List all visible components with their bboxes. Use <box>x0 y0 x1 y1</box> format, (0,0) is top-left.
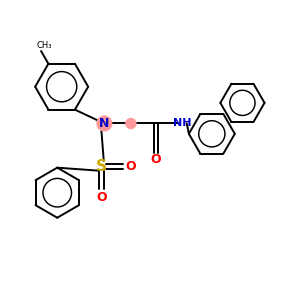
Circle shape <box>97 116 112 131</box>
Text: NH: NH <box>173 118 192 128</box>
Circle shape <box>126 118 136 128</box>
Text: O: O <box>151 153 161 166</box>
Text: S: S <box>96 159 107 174</box>
Text: O: O <box>96 191 107 205</box>
Text: O: O <box>125 160 136 173</box>
Text: N: N <box>99 117 110 130</box>
Text: CH₃: CH₃ <box>37 40 52 50</box>
